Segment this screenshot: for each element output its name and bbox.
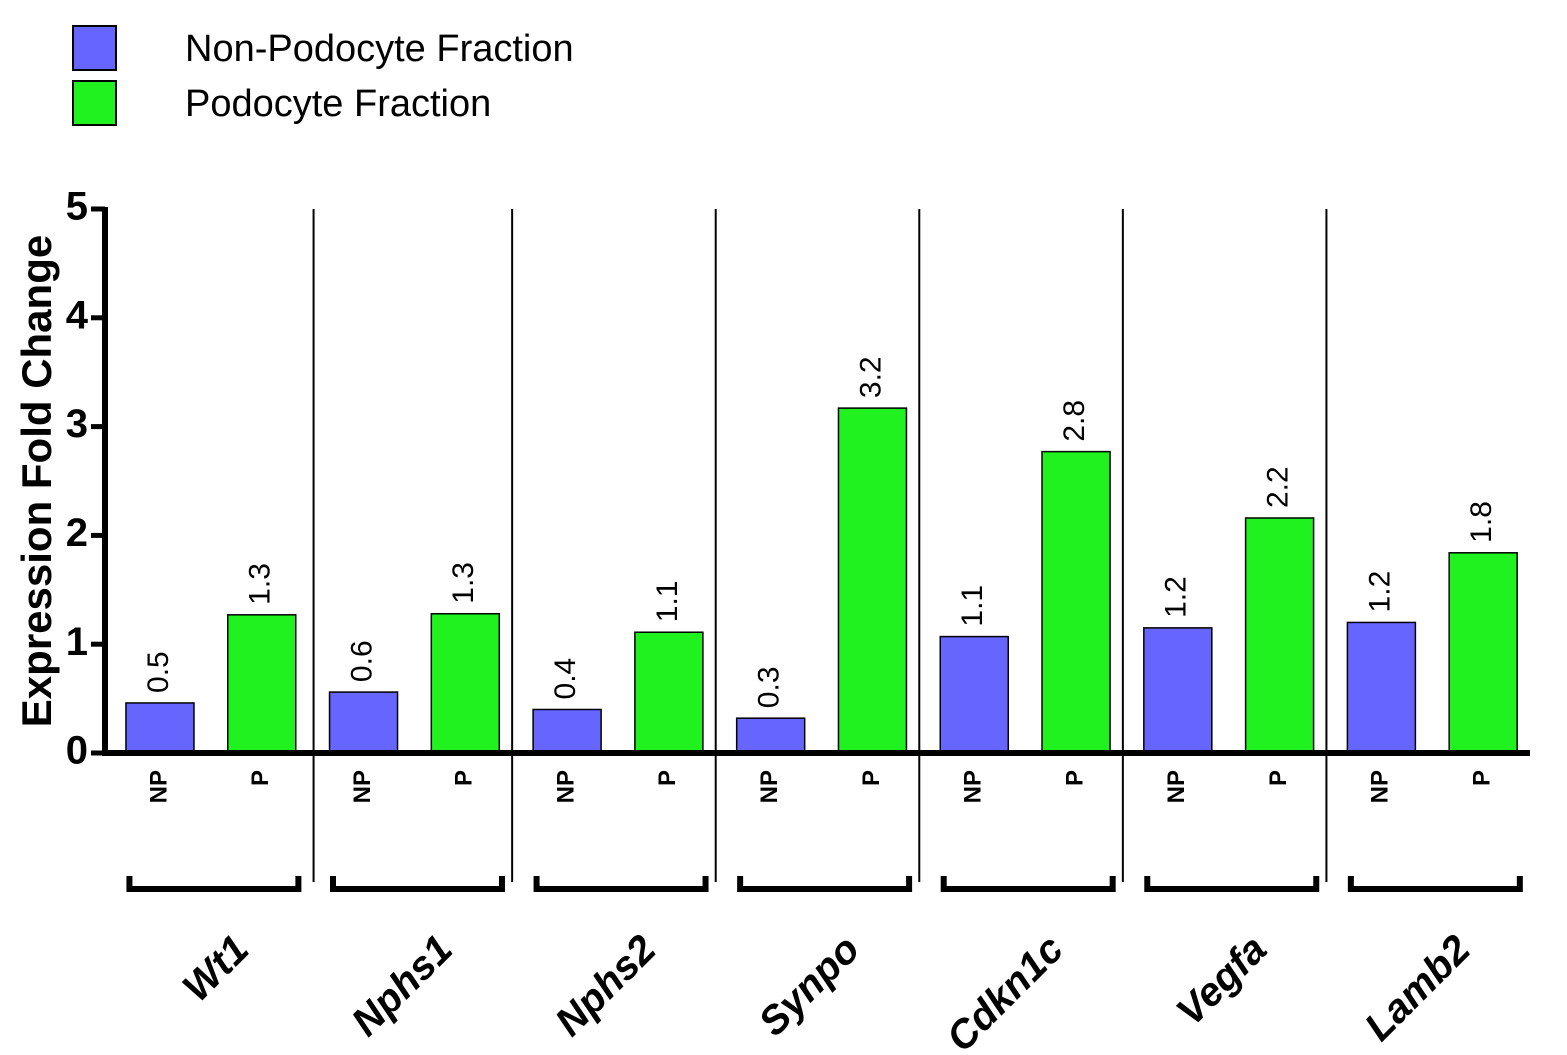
group-bracket bbox=[1144, 876, 1320, 892]
group-bracket bbox=[533, 876, 709, 892]
bar-np-cdkn1c bbox=[939, 635, 1009, 754]
data-label: 1.3 bbox=[447, 562, 480, 604]
tick-label-np: NP bbox=[756, 770, 783, 803]
category-label: Cdkn1c bbox=[938, 927, 1071, 1055]
category-label: Nphs1 bbox=[343, 927, 461, 1045]
data-label: 1.8 bbox=[1465, 501, 1498, 543]
data-label: 2.2 bbox=[1262, 466, 1295, 508]
y-axis-label: Expression Fold Change bbox=[13, 235, 60, 727]
legend: Non-Podocyte Fraction Podocyte Fraction bbox=[72, 25, 574, 126]
bar-np-nphs2 bbox=[532, 708, 602, 754]
tick-label-p: P bbox=[1265, 770, 1292, 786]
data-label: 1.1 bbox=[651, 581, 684, 623]
bar-np-wt1 bbox=[125, 702, 195, 754]
legend-swatch-p bbox=[72, 80, 117, 126]
y-tick-label: 2 bbox=[66, 511, 88, 555]
category-label: Nphs2 bbox=[547, 927, 665, 1045]
tick-label-p: P bbox=[654, 770, 681, 786]
tick-label-p: P bbox=[451, 770, 478, 786]
bar-p-nphs1 bbox=[430, 612, 501, 754]
legend-label-p: Podocyte Fraction bbox=[185, 83, 491, 125]
data-label: 0.5 bbox=[142, 651, 175, 693]
tick-label-np: NP bbox=[349, 770, 376, 803]
y-tick-label: 4 bbox=[66, 293, 89, 337]
data-label: 1.2 bbox=[1160, 576, 1193, 618]
bar-p-nphs2 bbox=[634, 631, 704, 754]
y-tick-label: 1 bbox=[66, 620, 88, 664]
tick-label-np: NP bbox=[1163, 770, 1190, 803]
tick-label-np: NP bbox=[145, 770, 172, 803]
group-bracket bbox=[737, 876, 913, 892]
category-label: Vegfa bbox=[1168, 927, 1275, 1034]
bar-p-cdkn1c bbox=[1041, 450, 1111, 754]
plot-area: 0.5 NP 1.3 P Wt1 0.6 NP 1.3 P Nphs1 0.4 NP 1.1 P Nphs2… bbox=[13, 185, 1530, 1055]
tick-label-p: P bbox=[1469, 770, 1496, 786]
y-tick-label: 5 bbox=[66, 185, 88, 229]
bar-p-wt1 bbox=[227, 614, 297, 754]
group-bracket bbox=[330, 876, 505, 892]
bar-np-lamb2 bbox=[1346, 621, 1417, 754]
data-label: 0.6 bbox=[345, 640, 378, 682]
tick-label-p: P bbox=[247, 770, 274, 786]
category-label: Lamb2 bbox=[1357, 927, 1479, 1049]
category-label: Synpo bbox=[751, 927, 869, 1045]
data-label: 0.4 bbox=[549, 658, 582, 700]
bar-np-synpo bbox=[735, 717, 806, 754]
data-label: 1.3 bbox=[244, 563, 277, 605]
y-tick-label: 3 bbox=[66, 402, 88, 446]
bar-p-vegfa bbox=[1244, 517, 1315, 754]
tick-label-np: NP bbox=[552, 770, 579, 803]
data-label: 1.2 bbox=[1363, 571, 1396, 613]
group-bracket bbox=[126, 876, 302, 892]
category-label: Wt1 bbox=[174, 927, 257, 1010]
bar-np-vegfa bbox=[1143, 627, 1213, 754]
bar-p-synpo bbox=[837, 407, 908, 754]
y-tick-label: 0 bbox=[66, 729, 88, 773]
data-label: 1.1 bbox=[956, 585, 989, 627]
group-bracket bbox=[940, 876, 1116, 892]
bar-np-nphs1 bbox=[328, 691, 399, 754]
bar-p-lamb2 bbox=[1448, 552, 1518, 754]
data-label: 0.3 bbox=[753, 666, 786, 708]
data-label: 3.2 bbox=[854, 356, 887, 398]
data-label: 2.8 bbox=[1058, 400, 1091, 442]
tick-label-np: NP bbox=[1367, 770, 1394, 803]
tick-label-p: P bbox=[1061, 770, 1088, 786]
legend-label-np: Non-Podocyte Fraction bbox=[185, 28, 574, 70]
tick-label-p: P bbox=[858, 770, 885, 786]
group-bracket bbox=[1347, 876, 1523, 892]
legend-swatch-np bbox=[72, 25, 117, 71]
tick-label-np: NP bbox=[960, 770, 987, 803]
